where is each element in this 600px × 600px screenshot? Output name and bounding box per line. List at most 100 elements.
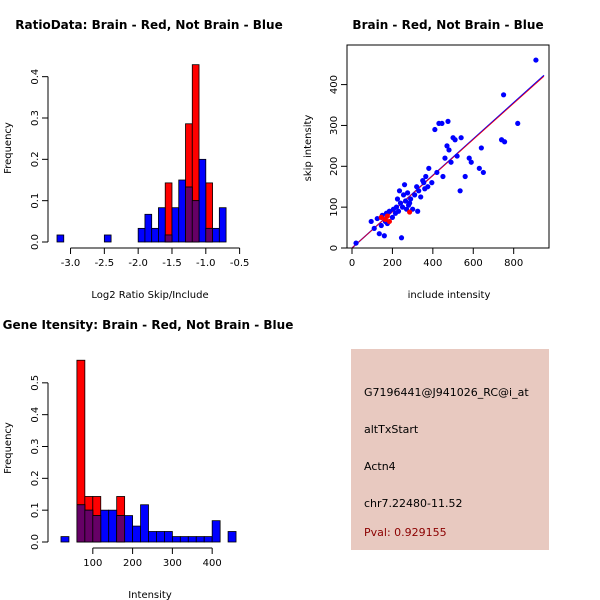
scatter-point-not-brain: [445, 118, 451, 124]
gene-symbol: Actn4: [364, 460, 396, 473]
histogram-bar-overlap: [185, 186, 193, 243]
chart-title: RatioData: Brain - Red, Not Brain - Blue: [15, 18, 282, 32]
histogram-bar-not-brain: [56, 234, 65, 243]
scatter-point-not-brain: [426, 165, 432, 171]
histogram-bar-not-brain: [132, 525, 141, 543]
histogram-bar-brain: [164, 182, 173, 243]
probe-id: G7196441@J941026_RC@i_at: [364, 386, 529, 399]
histogram-bar-not-brain: [187, 536, 197, 543]
x-tick-label: -3.0: [61, 258, 81, 269]
histogram-bar-not-brain: [164, 531, 173, 543]
x-tick-label: 600: [464, 258, 483, 269]
y-tick-label: 400: [329, 75, 340, 94]
scatter-point-not-brain: [414, 184, 420, 190]
gene-intensity-histogram-chart: Gene Itensity: Brain - Red, Not Brain - …: [3, 320, 294, 600]
x-tick-label: -2.5: [95, 258, 115, 269]
scatter-point-not-brain: [442, 155, 448, 161]
scatter-point-not-brain: [454, 153, 460, 159]
y-tick-label: 0.0: [30, 234, 41, 250]
y-tick-label: 0.5: [30, 375, 41, 391]
x-axis-label: Log2 Ratio Skip/Include: [91, 290, 208, 301]
y-tick-label: 0.1: [30, 502, 41, 518]
x-tick-label: 800: [504, 258, 523, 269]
scatter-point-not-brain: [386, 208, 392, 214]
histogram-bar-not-brain: [137, 227, 146, 243]
plot-area: 0 200 400 600 800 0 100 200 300 400: [329, 44, 550, 269]
scatter-point-not-brain: [393, 204, 400, 210]
y-tick-label: 100: [329, 198, 340, 217]
scatter-point-not-brain: [421, 180, 427, 186]
histogram-bar-not-brain: [179, 536, 189, 543]
chart-title: Brain - Red, Not Brain - Blue: [352, 18, 543, 32]
scatter-point-not-brain: [462, 173, 468, 180]
scatter-point-not-brain: [408, 196, 414, 202]
scatter-point-not-brain: [378, 222, 384, 229]
y-tick-label: 0.3: [30, 110, 41, 126]
scatter-point-not-brain: [368, 218, 374, 225]
scatter-point-not-brain: [376, 231, 382, 237]
x-tick-label: 200: [123, 558, 142, 569]
scatter-point-not-brain: [476, 165, 482, 171]
histogram-bar-not-brain: [103, 234, 112, 243]
scatter-point-not-brain: [480, 169, 486, 176]
x-tick-label: -1.0: [196, 258, 216, 269]
histogram-bar-not-brain: [211, 520, 221, 543]
histogram-bar-not-brain: [198, 158, 207, 243]
scatter-point-not-brain: [458, 135, 464, 141]
histogram-bar-not-brain: [227, 531, 237, 543]
scatter-point-not-brain: [404, 190, 411, 196]
plot-area: -3.0 -2.5 -2.0 -1.5 -1.0 -0.5 0.0 0.1 0.2 0.3 0.4: [30, 64, 250, 269]
x-tick-label: 100: [83, 558, 102, 569]
plot-area: 100 200 300 400 0.0 0.1 0.2 0.3 0.4 0.5: [30, 359, 237, 569]
histogram-bar-not-brain: [148, 531, 157, 543]
scatter-point-brain: [407, 209, 413, 215]
histogram-bar-not-brain: [218, 207, 227, 243]
histogram-bar-not-brain: [203, 536, 213, 543]
y-axis-label: Frequency: [3, 422, 14, 474]
scatter-point-not-brain: [533, 57, 539, 63]
x-tick-label: -0.5: [230, 258, 250, 269]
scatter-point-not-brain: [432, 126, 438, 133]
scatter-point-not-brain: [394, 196, 401, 202]
histogram-bar-overlap: [84, 509, 94, 543]
x-tick-label: 300: [163, 558, 182, 569]
y-tick-label: 0.0: [30, 534, 41, 550]
scatter-point-not-brain: [434, 169, 440, 176]
histogram-bar-overlap: [191, 200, 200, 243]
scatter-point-not-brain: [478, 145, 484, 151]
histogram-bar-not-brain: [171, 536, 181, 543]
y-axis-label: Frequency: [3, 122, 14, 174]
y-tick-label: 200: [329, 157, 340, 176]
scatter-point-brain: [386, 218, 392, 225]
scatter-point-not-brain: [400, 192, 407, 198]
ratio-histogram-chart: RatioData: Brain - Red, Not Brain - Blue…: [3, 18, 283, 301]
histogram-bar-not-brain: [140, 504, 149, 543]
y-tick-label: 0.2: [30, 470, 41, 486]
scatter-point-brain: [384, 213, 390, 219]
histogram-bar-overlap: [76, 504, 86, 543]
histogram-bar-not-brain: [124, 515, 133, 543]
scatter-point-not-brain: [425, 184, 431, 190]
genomic-location: chr7.22480-11.52: [364, 497, 463, 510]
scatter-point-not-brain: [402, 198, 409, 204]
histogram-bar-not-brain: [156, 531, 165, 543]
event-type: altTxStart: [364, 423, 419, 436]
scatter-point-not-brain: [416, 188, 422, 194]
scatter-point-not-brain: [399, 204, 406, 210]
p-value: Pval: 0.929155: [364, 526, 447, 539]
x-tick-label: 400: [203, 558, 222, 569]
scatter-point-not-brain: [448, 159, 454, 165]
x-tick-label: 400: [423, 258, 442, 269]
histogram-bar-not-brain: [195, 536, 205, 543]
histogram-bar-not-brain: [171, 207, 180, 243]
scatter-point-brain: [378, 214, 384, 220]
scatter-point-not-brain: [407, 200, 413, 206]
y-axis-label: skip intensity: [303, 115, 314, 182]
y-tick-label: 0.2: [30, 151, 41, 167]
scatter-point-not-brain: [381, 233, 387, 239]
histogram-bar-not-brain: [212, 227, 220, 243]
scatter-point-not-brain: [429, 180, 435, 186]
scatter-point-not-brain: [444, 143, 450, 149]
histogram-bar-overlap: [164, 234, 173, 243]
scatter-point-not-brain: [412, 192, 418, 198]
